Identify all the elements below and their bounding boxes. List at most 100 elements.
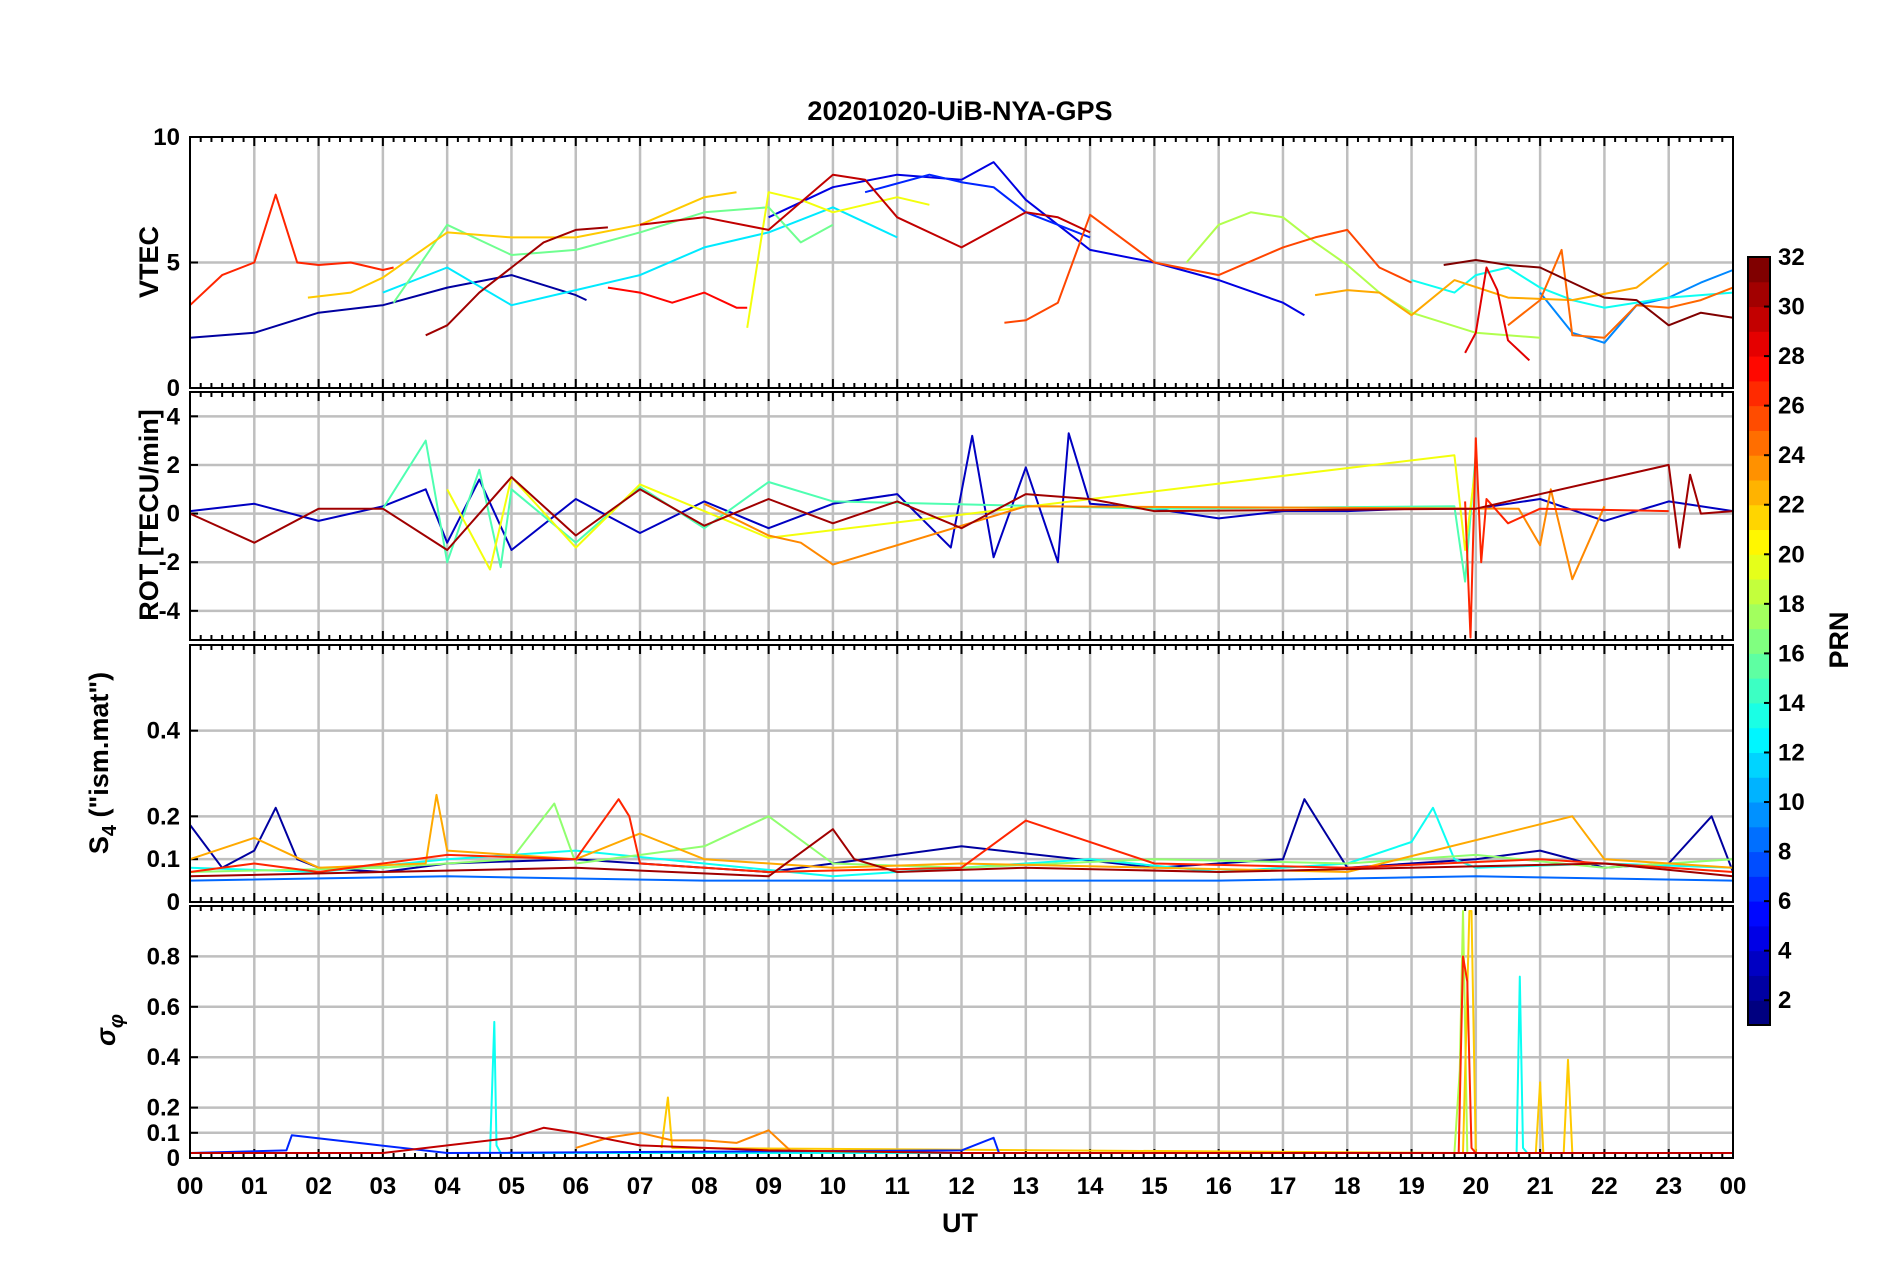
x-tick-label: 14: [1077, 1173, 1104, 1200]
vtec-series-prn-18: [1185, 211, 1541, 339]
rot-ytick-label: 0: [167, 501, 180, 528]
sigma-phi-frame: [189, 905, 1734, 1159]
vtec-series-prn-25: [1507, 248, 1734, 339]
colorbar-tick-label: 24: [1778, 442, 1805, 469]
sigma-phi-series-prn-27: [1457, 955, 1477, 1154]
vtec-ytick-label: 10: [153, 124, 180, 151]
panel-rot: -4 -2 0 2 4: [159, 391, 1734, 641]
vtec-series-prn-27: [189, 193, 394, 306]
s4-series-prn-2: [189, 798, 1734, 873]
x-tick-label: 08: [691, 1173, 718, 1200]
colorbar-segment: [1748, 356, 1770, 382]
x-tick-label: 23: [1655, 1173, 1682, 1200]
x-tick-label: 12: [948, 1173, 975, 1200]
colorbar-segment: [1748, 281, 1770, 308]
colorbar-tick-label: 12: [1778, 739, 1805, 766]
colorbar-tick-label: 32: [1778, 244, 1805, 271]
x-tick-label: 07: [627, 1173, 654, 1200]
colorbar-segment: [1748, 975, 1770, 1001]
x-tick-label: 09: [755, 1173, 782, 1200]
colorbar-tick-label: 30: [1778, 294, 1805, 321]
x-tick-label: 10: [820, 1173, 847, 1200]
colorbar-tick-label: 8: [1778, 839, 1791, 866]
vtec-series-prn-31: [425, 226, 608, 337]
x-tick-label: 11: [885, 1173, 910, 1200]
x-tick-label: 22: [1591, 1173, 1618, 1200]
s4-series-prn-8: [189, 875, 1734, 882]
colorbar-segment: [1748, 331, 1770, 357]
sigma-phi-series-prn-22: [660, 910, 1574, 1154]
colorbar-segment: [1748, 901, 1770, 927]
rot-series-prn-20: [446, 454, 1477, 571]
colorbar-tick-label: 14: [1778, 690, 1805, 717]
vtec-frame: [189, 136, 1734, 389]
colorbar-segment: [1748, 603, 1770, 630]
x-tick-label: 05: [498, 1173, 525, 1200]
colorbar-segment: [1748, 876, 1770, 902]
colorbar-segment: [1748, 479, 1770, 506]
panel-vtec: 0 5 10: [153, 124, 1734, 402]
x-tick-label: 20: [1462, 1173, 1489, 1200]
colorbar-segment: [1748, 851, 1770, 877]
vtec-series-prn-28: [607, 286, 748, 309]
sigma-phi-series-prn-30: [190, 1126, 1733, 1154]
rot-series-prn-24: [703, 488, 1606, 581]
vtec-ylabel: VTEC: [134, 226, 164, 298]
x-tick-label: 18: [1334, 1173, 1361, 1200]
s4-ytick-label: 0: [167, 889, 180, 916]
sigma-phi-series-prn-24: [575, 1129, 791, 1152]
panel-s4: 0 0.1 0.2 0.4: [147, 644, 1734, 916]
sigma-phi-ytick-label: 0.8: [147, 943, 180, 970]
vtec-series-prn-20: [746, 191, 930, 328]
panel-sigma-phi: 00.10.2 0.4 0.6 0.8 00 01 02 03 04 05 06 07 08 09 10 11…: [147, 905, 1747, 1200]
vtec-series-prn-26: [1004, 213, 1412, 324]
colorbar-segment: [1748, 306, 1770, 332]
colorbar-segment: [1748, 777, 1770, 803]
s4-ylabel-sub: 4: [99, 824, 121, 836]
colorbar-segment: [1748, 752, 1770, 778]
sigma-phi-ytick-label: 0.2: [147, 1095, 180, 1122]
colorbar-segment: [1748, 727, 1770, 753]
x-tick-label: 16: [1205, 1173, 1232, 1200]
rot-series-prn-27: [1464, 437, 1669, 639]
rot-frame: [189, 391, 1734, 641]
sigma-phi-ylabel-sub: φ: [106, 1014, 128, 1028]
colorbar-tick-label: 6: [1778, 888, 1791, 915]
rot-ylabel: ROT [TECU/min]: [134, 409, 164, 620]
sigma-phi-ytick-label: 0: [167, 1145, 180, 1172]
colorbar-tick-label: 2: [1778, 987, 1791, 1014]
x-axis-title: UT: [942, 1208, 978, 1238]
rot-ytick-label: 2: [167, 452, 180, 479]
s4-ytick-label: 0.4: [147, 718, 181, 745]
rot-series-prn-31: [189, 463, 1734, 551]
x-tick-label: 00: [1720, 1173, 1747, 1200]
colorbar-frame: [1747, 256, 1771, 1026]
x-tick-label: 01: [241, 1173, 268, 1200]
figure-title: 20201020-UiB-NYA-GPS: [807, 96, 1112, 126]
sigma-phi-ytick-label: 0.4: [147, 1044, 181, 1071]
x-tick-label: 00: [177, 1173, 204, 1200]
s4-ylabel-main: S: [84, 836, 114, 854]
s4-ytick-label: 0.2: [147, 803, 180, 830]
s4-series-prn-27: [189, 798, 1734, 873]
sigma-phi-ylabel: σφ: [91, 1014, 128, 1046]
colorbar-segment: [1748, 702, 1770, 729]
x-tick-label: 19: [1398, 1173, 1425, 1200]
colorbar-tick-label: 22: [1778, 492, 1805, 519]
sigma-phi-ytick-label: 0.6: [147, 994, 180, 1021]
colorbar-segment: [1748, 628, 1770, 654]
vtec-series-prn-29: [1464, 266, 1531, 362]
vtec-series-prn-13: [1411, 266, 1734, 309]
colorbar-segment: [1748, 678, 1770, 704]
colorbar-segment: [1748, 950, 1770, 976]
x-tick-label: 06: [562, 1173, 589, 1200]
x-tick-label: 03: [370, 1173, 397, 1200]
vtec-series-prn-2: [189, 274, 587, 339]
colorbar-segment: [1748, 430, 1770, 456]
x-tick-label: 13: [1012, 1173, 1039, 1200]
s4-series-prn-31: [189, 828, 1734, 878]
x-tick-label: 15: [1141, 1173, 1168, 1200]
vtec-series-prn-22: [307, 191, 737, 299]
